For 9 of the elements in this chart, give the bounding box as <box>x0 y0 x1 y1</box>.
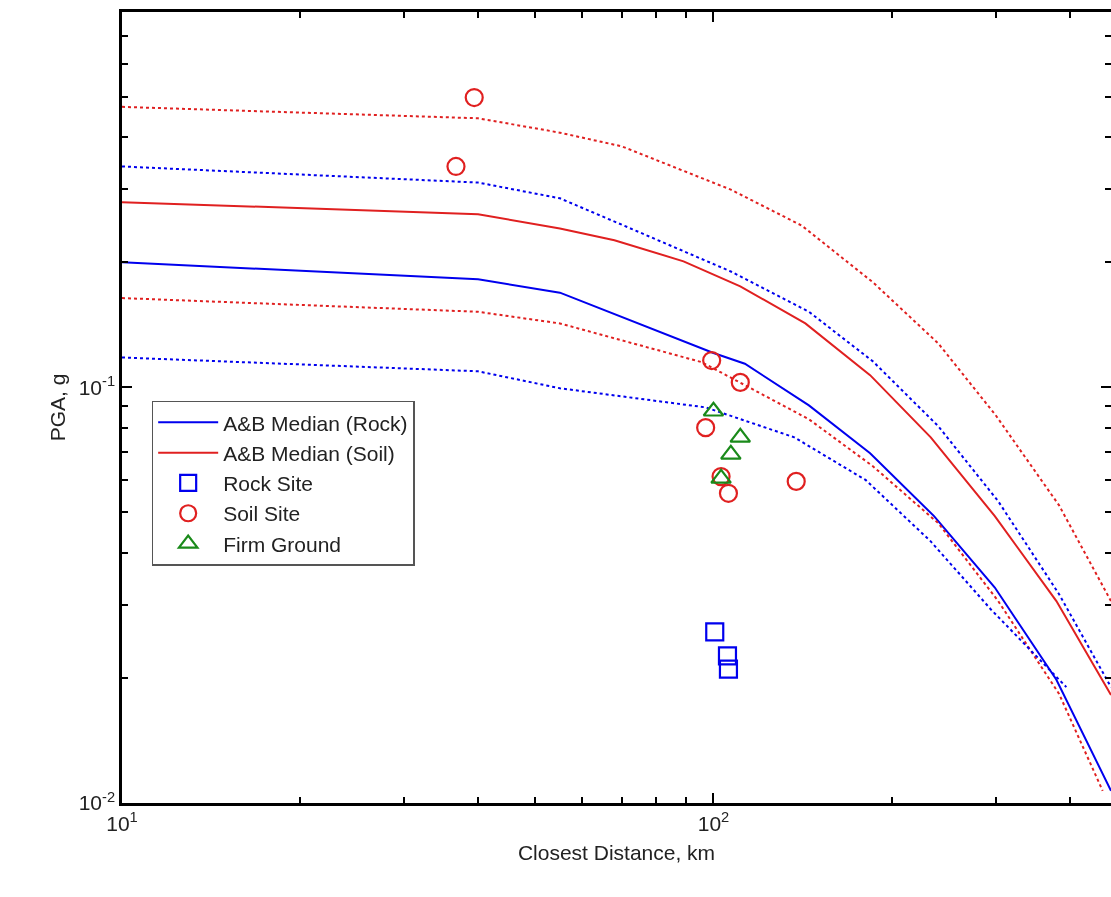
legend-label: Soil Site <box>223 502 301 526</box>
y-tick-label: 10$^{-1}$ <box>78 372 116 399</box>
x-tick-label: 10$^{2}$ <box>697 809 730 835</box>
legend-label: Rock Site <box>223 472 314 496</box>
x-axis-title: Closest Distance, km <box>517 841 716 865</box>
y-axis-title: PGA, g <box>45 373 69 442</box>
legend-label: Firm Ground <box>223 532 342 556</box>
legend-label: A&B Median (Soil) <box>223 441 395 465</box>
legend-label: A&B Median (Rock) <box>223 411 408 435</box>
